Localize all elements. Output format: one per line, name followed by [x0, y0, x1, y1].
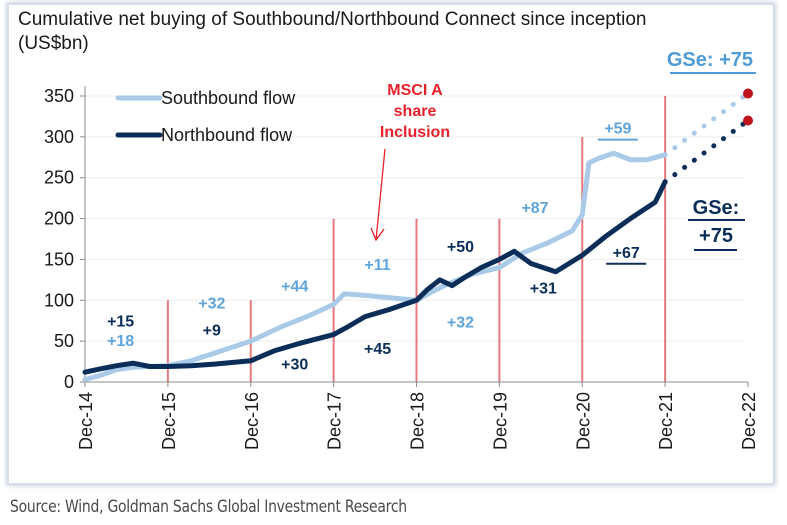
series-line-northbound [82, 179, 668, 375]
north-change-label: +30 [281, 357, 308, 374]
gse-north-label-1: GSe: [693, 197, 740, 219]
south-change-label: +18 [107, 333, 134, 350]
y-tick-label: 350 [44, 86, 74, 106]
north-change-label: +31 [530, 281, 557, 298]
y-tick-label: 100 [44, 290, 74, 310]
south-change-label: +44 [281, 278, 308, 295]
x-tick-label: Dec-18 [408, 392, 428, 450]
south-change-label: +32 [447, 314, 474, 331]
gse-north-label-2: +75 [699, 225, 733, 247]
msci-event-callout: MSCI A share Inclusion [370, 82, 450, 242]
y-tick-label: 300 [44, 127, 74, 147]
north-change-label: +15 [107, 313, 134, 330]
north-change-label: +45 [364, 341, 391, 358]
title-line: Cumulative net buying of Southbound/Nort… [18, 9, 647, 30]
y-tick-label: 150 [44, 249, 74, 269]
forecast-endpoint-marker [743, 115, 753, 126]
subtitle-line: (US$bn) [18, 33, 89, 54]
x-tick-label: Dec-15 [159, 392, 179, 450]
gse-south-label: GSe: +75 [667, 49, 753, 71]
y-tick-label: 250 [44, 168, 74, 188]
chart-title: Cumulative net buying of Southbound/Nort… [18, 8, 758, 56]
event-label-line-2: share [394, 103, 437, 120]
north-change-label: +9 [203, 322, 221, 339]
south-change-label: +32 [198, 295, 225, 312]
forecast-endpoint-marker [743, 88, 753, 99]
event-label-line-1: MSCI A [387, 82, 443, 99]
event-arrow-shaft [375, 148, 386, 241]
event-arrow-head [370, 227, 385, 242]
series-lines [82, 88, 753, 382]
gridlines [85, 95, 744, 342]
chart-panel [8, 4, 774, 484]
forecast-line-northbound [662, 118, 751, 185]
forecast-line-southbound [662, 91, 751, 158]
x-tick-label: Dec-20 [573, 392, 593, 450]
x-tick-label: Dec-21 [656, 392, 676, 450]
north-change-label: +67 [613, 245, 640, 262]
legend-label-southbound: Southbound flow [161, 88, 296, 108]
south-change-label: +11 [364, 257, 390, 274]
x-tick-label: Dec-14 [76, 392, 96, 450]
event-label-line-3: Inclusion [380, 124, 450, 141]
south-change-label: +59 [604, 121, 631, 138]
x-tick-label: Dec-19 [490, 392, 510, 450]
legend: Southbound flow Northbound flow [115, 88, 296, 145]
source-note: Source: Wind, Goldman Sachs Global Inves… [10, 497, 407, 517]
gse-labels: GSe: +75 GSe: +75 [667, 49, 756, 251]
legend-label-northbound: Northbound flow [161, 125, 293, 145]
north-change-label: +50 [447, 239, 474, 256]
x-tick-label: Dec-22 [739, 392, 759, 450]
y-tick-label: 200 [44, 209, 74, 229]
annotations: +18 +32 +44 +11 +32 +87 +59 +15 +9 +30 +45 +50 +31 +6… [107, 121, 647, 374]
axes: 0 50 100 150 200 250 300 350 Dec-14 Dec-15 Dec-16 D… [44, 86, 759, 450]
x-tick-label: Dec-16 [242, 392, 262, 450]
y-tick-label: 0 [64, 372, 74, 392]
x-tick-label: Dec-17 [325, 392, 345, 450]
y-tick-label: 50 [54, 331, 74, 351]
south-change-label: +87 [521, 200, 548, 217]
